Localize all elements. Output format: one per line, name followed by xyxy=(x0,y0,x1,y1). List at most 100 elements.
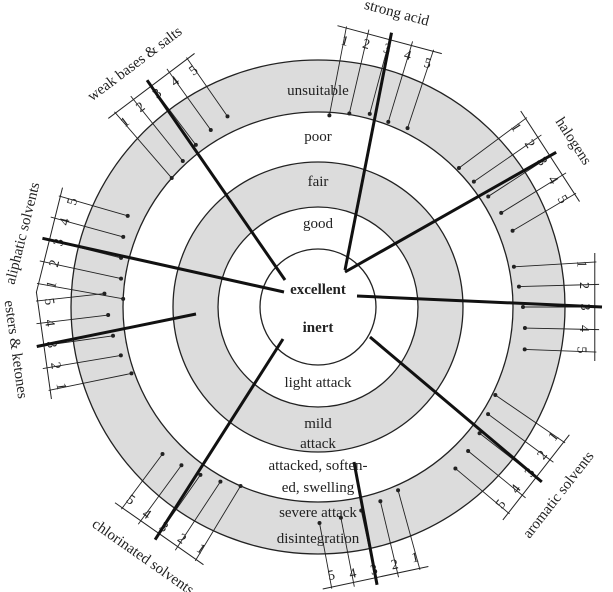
strong-bases-marker-5 xyxy=(317,520,322,525)
halogens-scale-1: 1 xyxy=(507,121,523,135)
strong-bases-marker-4 xyxy=(338,515,343,520)
lower-ring-labels: light attack mild attack attacked, softe… xyxy=(268,375,367,547)
esters-ketones-marker-3 xyxy=(111,333,116,338)
aliphatic-solvents-marker-1 xyxy=(121,296,126,301)
strong-bases-leader-2 xyxy=(379,501,400,578)
aromatic-solvents-scale-1: 1 xyxy=(546,430,562,445)
ring-label-good: good xyxy=(303,216,334,232)
strong-bases-scale-1: 1 xyxy=(410,550,420,566)
center-label-inert: inert xyxy=(303,320,334,336)
esters-ketones-leader-1 xyxy=(48,372,132,391)
chlorinated-solvents-label: chlorinated solvents xyxy=(89,516,197,592)
strong-bases-leader-4 xyxy=(340,517,355,587)
aliphatic-solvents-marker-4 xyxy=(121,234,126,239)
halogens-leader-1 xyxy=(458,117,528,169)
aromatic-solvents-leader-1 xyxy=(495,394,566,444)
strong-acid-pointer-line xyxy=(343,32,393,271)
aliphatic-solvents-marker-2 xyxy=(119,276,124,281)
strong-oxidants-scale-4: 4 xyxy=(576,325,591,332)
aliphatic-solvents-scale-1: 1 xyxy=(44,280,60,290)
ring-label-mild: mild xyxy=(304,416,332,432)
aliphatic-solvents-leader-5 xyxy=(58,195,128,217)
chlorinated-solvents-marker-2 xyxy=(218,479,223,484)
chlorinated-solvents-marker-4 xyxy=(179,463,184,468)
strong-acid-leader-4 xyxy=(387,41,414,123)
strong-oxidants-leader-1 xyxy=(513,261,597,268)
center-label-excellent: excellent xyxy=(290,282,346,298)
strong-bases-leader-1 xyxy=(397,490,421,571)
weak-bases-salts-scale-5: 5 xyxy=(187,63,202,79)
strong-bases-scale-4: 4 xyxy=(348,566,358,582)
halogens-marker-5 xyxy=(510,228,515,233)
strong-oxidants-scale-2: 2 xyxy=(576,282,591,289)
strong-oxidants-leader-5 xyxy=(524,348,597,353)
strong-acid-marker-3 xyxy=(367,111,372,116)
esters-ketones-scale-5: 5 xyxy=(41,297,57,306)
halogens-scale-2: 2 xyxy=(521,137,537,151)
aliphatic-solvents-scale-4: 4 xyxy=(57,217,73,227)
halogens-scale-5: 5 xyxy=(554,193,570,207)
esters-ketones-pointer-line xyxy=(36,312,197,348)
strong-bases-marker-1 xyxy=(396,488,401,493)
aromatic-solvents-leader-5 xyxy=(455,468,510,515)
strong-acid-label: strong acid xyxy=(363,0,432,30)
strong-bases-scale-5: 5 xyxy=(326,568,336,584)
ring-label-swelling: ed, swelling xyxy=(282,480,355,496)
aliphatic-solvents-leader-1 xyxy=(36,282,124,300)
weak-bases-salts-leader-4 xyxy=(166,68,212,131)
aromatic-solvents-marker-3 xyxy=(477,431,482,436)
weak-bases-salts-marker-2 xyxy=(180,158,185,163)
esters-ketones-scale-4: 4 xyxy=(41,319,57,328)
halogens-leader-2 xyxy=(473,134,542,183)
aliphatic-solvents-scale-2: 2 xyxy=(47,258,63,268)
aromatic-solvents-marker-5 xyxy=(453,466,458,471)
strong-oxidants-marker-1 xyxy=(511,264,516,269)
strong-bases-scale-2: 2 xyxy=(390,557,400,573)
strong-acid-marker-4 xyxy=(386,119,391,124)
esters-ketones-marker-1 xyxy=(129,371,134,376)
strong-acid-scale-4: 4 xyxy=(402,48,413,64)
esters-ketones-marker-5 xyxy=(102,291,107,296)
chlorinated-solvents-leader-2 xyxy=(174,481,221,551)
ring-label-attack: attack xyxy=(300,436,336,452)
ring-label-poor: poor xyxy=(304,129,332,145)
esters-ketones-leader-2 xyxy=(42,354,121,369)
aromatic-solvents-pointer-line xyxy=(369,335,543,483)
ring-label-attacked-soften: attacked, soften- xyxy=(268,458,367,474)
center-labels: excellent inert xyxy=(290,282,346,336)
chlorinated-solvents-leader-1 xyxy=(194,485,241,562)
halogens-label: halogens xyxy=(552,115,595,169)
chlorinated-solvents-leader-5 xyxy=(121,453,163,510)
strong-acid-scale-1: 1 xyxy=(339,34,350,50)
strong-bases-pointer-line xyxy=(352,461,379,586)
halogens-leader-4 xyxy=(500,172,567,214)
esters-ketones-marker-4 xyxy=(106,313,111,318)
aliphatic-solvents-leader-4 xyxy=(50,216,124,238)
aromatic-solvents-scale-5: 5 xyxy=(493,497,509,512)
halogens-marker-4 xyxy=(499,210,504,215)
strong-acid-scale-5: 5 xyxy=(422,56,433,72)
chlorinated-solvents-scale-5: 5 xyxy=(123,492,137,508)
chlorinated-solvents-marker-5 xyxy=(160,452,165,457)
halogens-scale-4: 4 xyxy=(544,173,560,187)
aliphatic-solvents-marker-5 xyxy=(125,213,130,218)
chlorinated-solvents-scale-2: 2 xyxy=(174,531,188,547)
weak-bases-salts-marker-1 xyxy=(169,176,174,181)
aliphatic-solvents-scale-5: 5 xyxy=(65,197,81,207)
aliphatic-solvents-pointer-line xyxy=(42,236,285,294)
ring-label-disintegration: disintegration xyxy=(277,531,360,547)
weak-bases-salts-marker-3 xyxy=(193,142,198,147)
weak-bases-salts-label: weak bases & salts xyxy=(85,24,186,105)
aromatic-solvents-leader-2 xyxy=(487,413,554,463)
strong-acid-leader-5 xyxy=(407,49,435,129)
strong-oxidants-leader-2 xyxy=(518,283,600,288)
upper-ring-labels: good fair poor unsuitable xyxy=(287,83,349,232)
strong-oxidants-marker-5 xyxy=(522,347,527,352)
strong-bases-leader-5 xyxy=(319,522,333,589)
esters-ketones-scale-2: 2 xyxy=(47,361,63,370)
chlorinated-solvents-leader-4 xyxy=(137,464,182,525)
esters-ketones-label: esters & ketones xyxy=(1,299,31,400)
chlorinated-solvents-marker-1 xyxy=(238,483,243,488)
chlorinated-solvents-pointer-line xyxy=(153,338,285,541)
ring-label-severe-attack: severe attack xyxy=(279,505,357,521)
